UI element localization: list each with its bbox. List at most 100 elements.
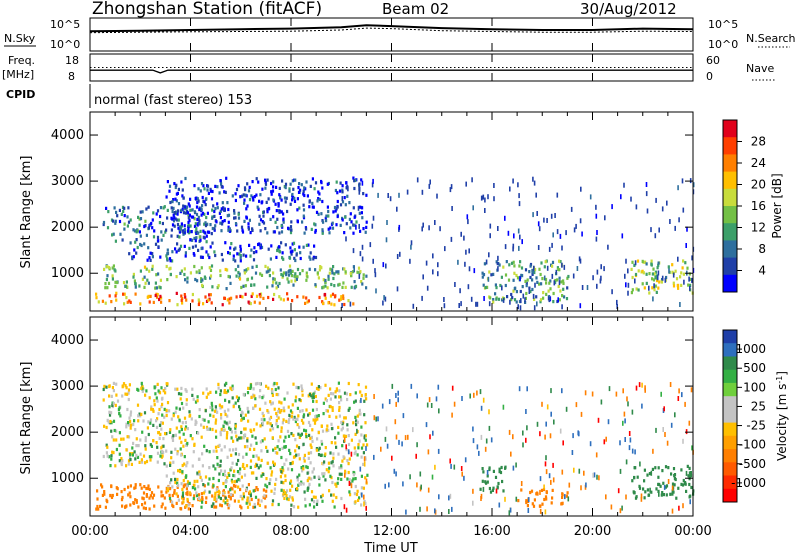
echo-cell [157, 431, 160, 435]
echo-cell [486, 480, 489, 484]
echo-cell [550, 213, 553, 219]
echo-cell [254, 464, 257, 468]
echo-cell [661, 469, 664, 473]
echo-cell [321, 429, 325, 433]
echo-cell [448, 509, 450, 514]
echo-cell [341, 303, 343, 308]
echo-cell [262, 214, 265, 218]
echo-cell [377, 416, 379, 422]
echo-cell [535, 192, 537, 198]
echo-cell [188, 481, 191, 485]
echo-cell [198, 470, 201, 474]
echo-cell [291, 498, 294, 502]
echo-cell [595, 213, 598, 219]
echo-cell [611, 204, 613, 210]
echo-cell [353, 223, 356, 227]
echo-cell [223, 409, 226, 413]
echo-cell [116, 280, 119, 285]
echo-cell [156, 445, 159, 449]
echo-cell [175, 501, 178, 505]
echo-cell [280, 429, 283, 433]
echo-cell [336, 205, 339, 209]
echo-cell [197, 485, 200, 489]
echo-cell [544, 509, 547, 515]
echo-cell [347, 434, 350, 438]
echo-cell [267, 197, 270, 201]
echo-cell [288, 264, 292, 268]
echo-cell [296, 406, 299, 410]
echo-cell [682, 259, 685, 263]
echo-cell [341, 285, 344, 289]
echo-cell [334, 294, 337, 298]
colorbar-segment [723, 396, 737, 410]
echo-cell [512, 465, 515, 471]
echo-cell [255, 486, 258, 490]
echo-cell [169, 481, 172, 485]
echo-cell [566, 491, 569, 495]
echo-cell [191, 208, 194, 212]
echo-cell [532, 293, 535, 299]
echo-cell [161, 396, 164, 400]
echo-cell [199, 475, 202, 479]
echo-cell [115, 298, 118, 302]
echo-cell [243, 201, 246, 205]
echo-cell [246, 498, 249, 503]
echo-cell [460, 301, 462, 307]
echo-cell [512, 260, 515, 264]
echo-cell [504, 496, 506, 502]
echo-cell [224, 480, 227, 484]
echo-cell [359, 412, 362, 416]
echo-cell [522, 293, 525, 299]
echo-cell [545, 497, 548, 501]
echo-cell [353, 280, 356, 284]
echo-cell [111, 277, 114, 281]
colorbar-label: 4 [758, 264, 766, 278]
echo-cell [239, 259, 242, 263]
echo-cell [144, 281, 147, 285]
echo-cell [209, 189, 213, 193]
echo-cell [685, 470, 688, 476]
echo-cell [161, 502, 164, 506]
echo-cell [172, 206, 175, 210]
echo-cell [329, 397, 332, 401]
echo-cell [341, 444, 344, 448]
colorbar-label: 1000 [735, 342, 766, 356]
echo-cell [180, 386, 183, 390]
echo-cell [198, 235, 201, 239]
echo-cell [153, 403, 156, 407]
nsky-panel: N.Sky 10^5 10^0 10^5 10^0 N.Search [4, 17, 796, 52]
echo-cell [246, 505, 250, 509]
echo-cell [226, 268, 229, 272]
echo-cell [365, 225, 368, 229]
echo-cell [168, 497, 172, 501]
echo-cell [382, 262, 385, 268]
echo-cell [246, 437, 249, 441]
echo-cell [488, 409, 490, 415]
echo-cell [346, 477, 349, 481]
echo-cell [488, 486, 491, 491]
echo-cell [653, 288, 656, 292]
echo-cell [668, 268, 670, 274]
echo-cell [435, 396, 438, 402]
echo-cell [257, 466, 260, 470]
echo-cell [681, 483, 685, 487]
echo-cell [549, 433, 552, 439]
echo-cell [410, 383, 413, 389]
echo-cell [349, 212, 352, 216]
echo-cell [260, 449, 263, 453]
echo-cell [278, 249, 281, 253]
echo-cell [250, 294, 253, 298]
echo-cell [562, 281, 565, 285]
echo-cell [281, 179, 284, 183]
echo-cell [434, 464, 436, 470]
colorbar-label: 28 [751, 135, 766, 149]
echo-cell [235, 295, 238, 299]
echo-cell [262, 414, 265, 418]
echo-cell [224, 267, 227, 272]
echo-cell [282, 220, 285, 224]
echo-cell [314, 415, 317, 419]
echo-cell [266, 449, 269, 453]
echo-cell [168, 430, 172, 434]
echo-cell [294, 399, 297, 403]
echo-cell [219, 269, 222, 273]
